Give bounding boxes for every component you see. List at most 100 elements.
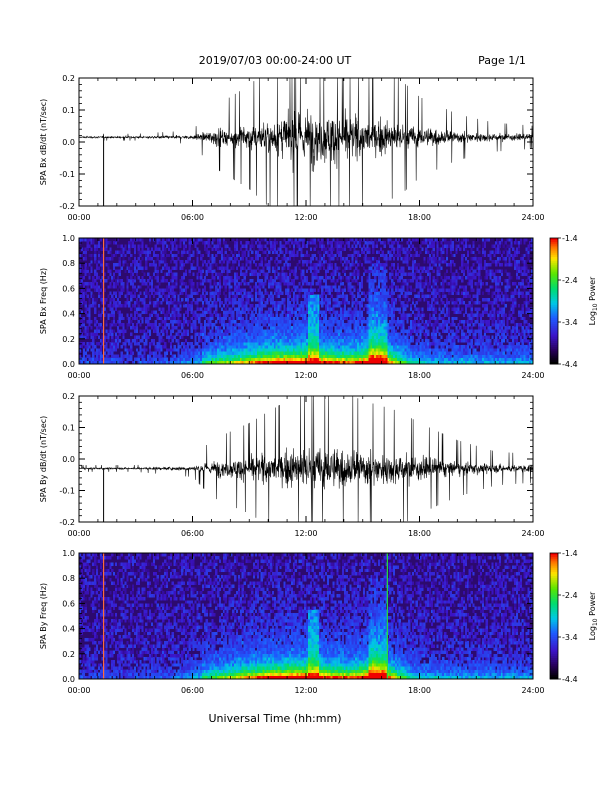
spectrogram-cell xyxy=(393,326,396,330)
spectrogram-cell xyxy=(143,291,146,295)
spectrogram-cell xyxy=(300,335,303,340)
spectrogram-cell xyxy=(96,351,99,355)
spectrogram-cell xyxy=(313,313,316,318)
spectrogram-cell xyxy=(396,263,399,267)
spectrogram-cell xyxy=(311,278,314,283)
spectrogram-cell xyxy=(385,275,388,280)
spectrogram-cell xyxy=(270,332,273,336)
spectrogram-cell xyxy=(234,307,237,311)
spectrogram-cell xyxy=(406,282,409,286)
spectrogram-cell xyxy=(92,241,95,245)
spectrogram-cell xyxy=(408,345,411,349)
spectrogram-cell xyxy=(268,329,271,333)
spectrogram-cell xyxy=(290,288,294,292)
spectrogram-cell xyxy=(213,304,216,308)
spectrogram-cell xyxy=(224,335,227,340)
spectrogram-cell xyxy=(143,250,146,255)
spectrogram-cell xyxy=(173,253,176,258)
spectrogram-cell xyxy=(218,260,222,264)
spectrogram-cell xyxy=(97,275,101,280)
spectrogram-cell xyxy=(107,348,110,352)
spectrogram-cell xyxy=(406,329,409,333)
spectrogram-cell xyxy=(156,275,159,280)
spectrogram-cell xyxy=(368,345,371,349)
spectrogram-cell xyxy=(309,319,312,324)
spectrogram-cell xyxy=(122,323,125,327)
spectrogram-cell xyxy=(120,266,123,270)
spectrogram-cell xyxy=(340,348,343,352)
spectrogram-cell xyxy=(158,354,161,358)
spectrogram-cell xyxy=(419,351,422,355)
spectrogram-cell xyxy=(387,351,390,355)
spectrogram-cell xyxy=(417,348,420,352)
spectrogram-cell xyxy=(296,244,299,248)
spectrogram-cell xyxy=(298,329,301,333)
spectrogram-cell xyxy=(241,319,244,324)
spectrogram-cell xyxy=(279,247,282,251)
spectrogram-cell xyxy=(294,304,297,308)
spectrogram-cell xyxy=(107,354,110,358)
spectrogram-cell xyxy=(296,253,299,258)
spectrogram-cell xyxy=(357,329,360,333)
spectrogram-cell xyxy=(370,304,373,308)
spectrogram-cell xyxy=(309,282,312,286)
spectrogram-cell xyxy=(268,310,271,314)
spectrogram-cell xyxy=(79,360,82,365)
spectrogram-cell xyxy=(292,310,295,314)
spectrogram-cell xyxy=(370,354,373,358)
spectrogram-cell xyxy=(381,241,384,245)
spectrogram-cell xyxy=(133,288,137,292)
spectrogram-cell xyxy=(277,291,280,295)
spectrogram-cell xyxy=(232,316,235,321)
spectrogram-cell xyxy=(266,241,269,245)
spectrogram-cell xyxy=(266,357,269,362)
figure-title: 2019/07/03 00:00-24:00 UT xyxy=(199,54,352,67)
spectrogram-cell xyxy=(190,291,193,295)
spectrogram-cell xyxy=(228,319,231,324)
spectrogram-cell xyxy=(287,297,290,302)
spectrogram-cell xyxy=(313,338,316,343)
spectrogram-cell xyxy=(215,272,218,277)
spectrogram-cell xyxy=(326,360,329,365)
spectrogram-cell xyxy=(162,278,165,283)
spectrogram-cell xyxy=(169,301,172,305)
spectrogram-cell xyxy=(264,335,267,340)
spectrogram-cell xyxy=(245,272,248,277)
spectrogram-cell xyxy=(135,288,138,292)
spectrogram-cell xyxy=(258,360,261,365)
spectrogram-cell xyxy=(400,266,403,270)
spectrogram-cell xyxy=(160,354,163,358)
spectrogram-cell xyxy=(334,351,337,355)
spectrogram-cell xyxy=(236,272,239,277)
spectrogram-cell xyxy=(107,335,110,340)
spectrogram-cell xyxy=(82,319,85,324)
spectrogram-cell xyxy=(364,319,367,324)
spectrogram-cell xyxy=(389,338,392,343)
spectrogram-cell xyxy=(114,360,118,365)
spectrogram-cell xyxy=(148,297,152,302)
spectrogram-cell xyxy=(328,348,331,352)
spectrogram-cell xyxy=(374,256,377,261)
spectrogram-cell xyxy=(150,341,154,346)
spectrogram-cell xyxy=(137,319,140,324)
spectrogram-cell xyxy=(211,238,214,242)
spectrogram-cell xyxy=(419,326,422,330)
spectrogram-cell xyxy=(404,341,407,346)
spectrogram-cell xyxy=(173,310,176,314)
spectrogram-cell xyxy=(188,360,191,365)
spectrogram-cell xyxy=(217,341,220,346)
spectrogram-cell xyxy=(162,310,165,314)
spectrogram-cell xyxy=(402,357,405,362)
spectrogram-cell xyxy=(181,288,184,292)
spectrogram-cell xyxy=(201,345,205,349)
spectrogram-cell xyxy=(383,244,386,248)
spectrogram-cell xyxy=(358,316,362,321)
spectrogram-cell xyxy=(264,244,267,248)
spectrogram-cell xyxy=(130,238,133,242)
spectrogram-cell xyxy=(158,260,161,264)
spectrogram-cell xyxy=(402,326,405,330)
spectrogram-cell xyxy=(222,238,225,242)
spectrogram-cell xyxy=(226,357,229,362)
spectrogram-cell xyxy=(294,294,297,299)
spectrogram-cell xyxy=(207,301,210,305)
